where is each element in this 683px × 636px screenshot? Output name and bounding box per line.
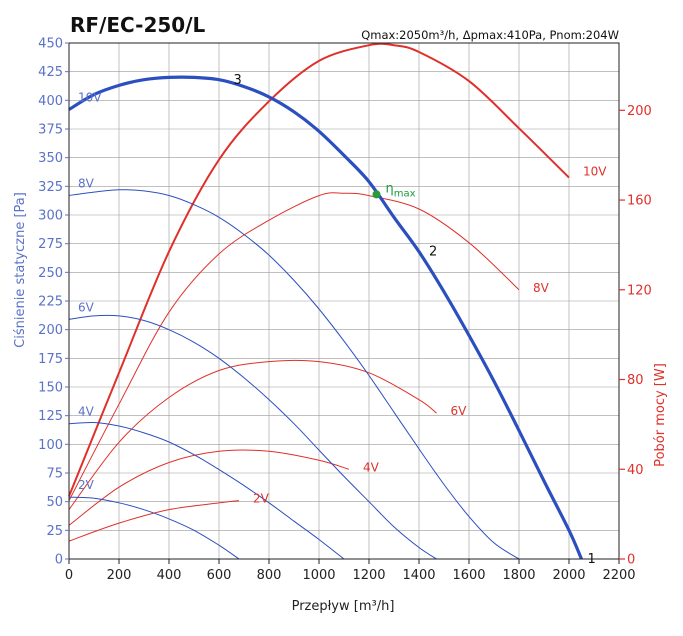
y-tick-label: 250 (38, 266, 63, 281)
x-tick-label: 1200 (352, 568, 385, 583)
efficiency-point-sub: max (394, 188, 416, 199)
y-tick-label: 350 (38, 151, 63, 166)
x-tick-label: 0 (65, 568, 73, 583)
y2-tick-label: 120 (627, 283, 652, 298)
y-tick-label: 100 (38, 438, 63, 453)
power-curve-label: 4V (363, 460, 380, 474)
y-tick-label: 150 (38, 381, 63, 396)
x-axis-label: Przepływ [m³/h] (292, 599, 395, 614)
operating-point-label: 3 (234, 73, 242, 88)
y-tick-label: 300 (38, 209, 63, 224)
power-curve-label: 2V (253, 492, 270, 506)
power-curve-2V (68, 500, 240, 542)
pressure-curve-label: 6V (78, 300, 95, 314)
y-tick-label: 375 (38, 123, 63, 138)
power-curve-label: 10V (583, 165, 607, 179)
x-tick-label: 600 (207, 568, 232, 583)
operating-point-label: 1 (588, 552, 596, 567)
power-curve-label: 8V (533, 281, 550, 295)
x-tick-label: 800 (257, 568, 282, 583)
y-tick-label: 125 (38, 409, 63, 424)
pressure-curve-6V (68, 314, 437, 560)
y-tick-label: 175 (38, 352, 63, 367)
y-tick-label: 25 (46, 524, 63, 539)
y2-tick-label: 200 (627, 104, 652, 119)
x-tick-label: 1600 (452, 568, 485, 583)
pressure-curve-10V (68, 75, 583, 560)
operating-point-label: 2 (429, 245, 437, 260)
y-tick-label: 325 (38, 180, 63, 195)
curves (68, 42, 583, 560)
power-curve-10V (68, 42, 570, 497)
y-tick-label: 0 (55, 553, 63, 568)
pressure-curve-8V (68, 189, 520, 560)
x-tick-label: 2000 (552, 568, 585, 583)
pressure-curve-label: 4V (78, 405, 95, 419)
power-curve-4V (68, 449, 350, 526)
power-curve-label: 6V (451, 404, 468, 418)
chart-subtitle: Qmax:2050m³/h, Δpmax:410Pa, Pnom:204W (361, 28, 619, 42)
chart-title: RF/EC-250/L (70, 13, 206, 37)
pressure-curve-4V (68, 421, 345, 560)
y2-tick-label: 40 (627, 463, 644, 478)
y2-tick-label: 80 (627, 373, 644, 388)
y2-axis-label: Pobór mocy [W] (653, 363, 668, 467)
y-tick-label: 275 (38, 237, 63, 252)
x-tick-label: 1000 (302, 568, 335, 583)
ticks: 0 200 400 600 800 1000 1200 1400 1600 1800 2000 220… (38, 37, 652, 584)
x-tick-label: 2200 (602, 568, 635, 583)
x-tick-label: 1800 (502, 568, 535, 583)
y-axis-label: Ciśnienie statyczne [Pa] (13, 192, 28, 348)
y-tick-label: 200 (38, 323, 63, 338)
pressure-curve-2V (68, 496, 240, 560)
pressure-curve-label: 2V (78, 478, 95, 492)
pressure-curve-label: 8V (78, 177, 95, 191)
y-tick-label: 450 (38, 37, 63, 52)
y-tick-label: 400 (38, 94, 63, 109)
y2-tick-label: 0 (627, 553, 635, 568)
y-tick-label: 225 (38, 295, 63, 310)
y-tick-label: 75 (46, 467, 63, 482)
y-tick-label: 425 (38, 65, 63, 80)
power-curve-6V (68, 359, 437, 510)
efficiency-point (372, 190, 381, 199)
x-tick-label: 1400 (402, 568, 435, 583)
power-curve-8V (68, 192, 520, 501)
y-tick-label: 50 (46, 495, 63, 510)
pressure-curve-label: 10V (78, 91, 102, 105)
x-tick-label: 200 (107, 568, 132, 583)
x-tick-label: 400 (157, 568, 182, 583)
y2-tick-label: 160 (627, 194, 652, 209)
